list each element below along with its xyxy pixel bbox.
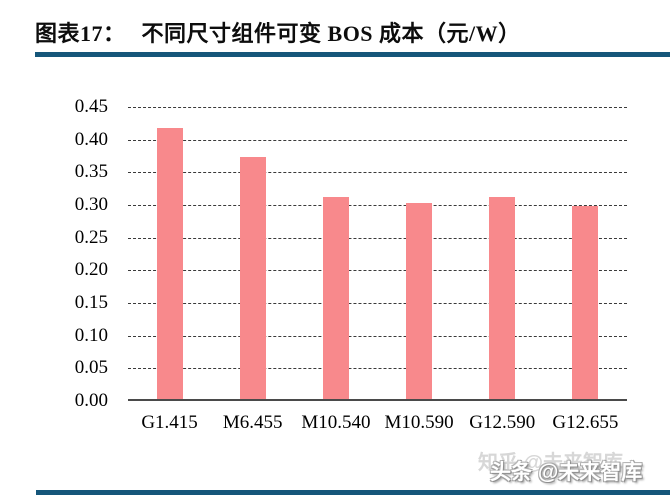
y-tick-label: 0.25 (74, 226, 108, 248)
x-tick-label: G12.655 (552, 412, 619, 433)
watermark: 知乎 @未来智库 头条 @未来智库 (476, 446, 666, 494)
y-tick-label: 0.05 (74, 357, 108, 379)
y-tick-label: 0.45 (74, 96, 108, 117)
y-tick-label: 0.10 (74, 324, 108, 346)
bar-M10.590 (406, 203, 433, 399)
gridline (128, 303, 627, 304)
bar-G1.415 (156, 127, 183, 399)
figure-title: 图表17： 不同尺寸组件可变 BOS 成本（元/W） (35, 16, 521, 48)
y-tick-label: 0.20 (74, 259, 108, 281)
gridline (128, 335, 627, 337)
watermark-toutiao-text: 头条 @未来智库 (490, 461, 643, 484)
y-tick-label: 0.35 (74, 161, 108, 183)
figure-title-text: 不同尺寸组件可变 BOS 成本（元/W） (141, 21, 521, 46)
x-tick-label: M10.590 (384, 412, 454, 433)
gridline (128, 237, 627, 239)
x-tick-label: G12.590 (469, 412, 536, 433)
y-tick-label: 0.00 (74, 390, 108, 411)
x-tick-label: M10.540 (301, 412, 371, 433)
watermark-zhihu-text: 知乎 @未来智库 (478, 452, 624, 474)
x-tick-label: G1.415 (141, 412, 198, 433)
gridline (128, 107, 627, 108)
gridline (128, 205, 627, 206)
title-rule (35, 52, 670, 57)
bar-M10.540 (322, 196, 349, 399)
bar-M6.455 (239, 157, 266, 399)
plot-area: 0.00 0.05 0.10 0.15 0.20 0.25 0.30 0.35 0.40 0.45… (75, 96, 627, 433)
gridline (128, 368, 627, 370)
gridline (128, 139, 627, 141)
y-tick-label: 0.40 (74, 128, 108, 150)
figure-label: 图表17： (35, 21, 126, 46)
gridline (128, 172, 627, 174)
bar-G12.590 (489, 196, 516, 399)
y-tick-label: 0.15 (74, 292, 108, 313)
x-tick-label: M6.455 (222, 412, 283, 433)
bar-G12.655 (572, 206, 599, 399)
gridline (128, 270, 627, 272)
bottom-rule (36, 490, 670, 495)
y-tick-label: 0.30 (74, 194, 108, 215)
